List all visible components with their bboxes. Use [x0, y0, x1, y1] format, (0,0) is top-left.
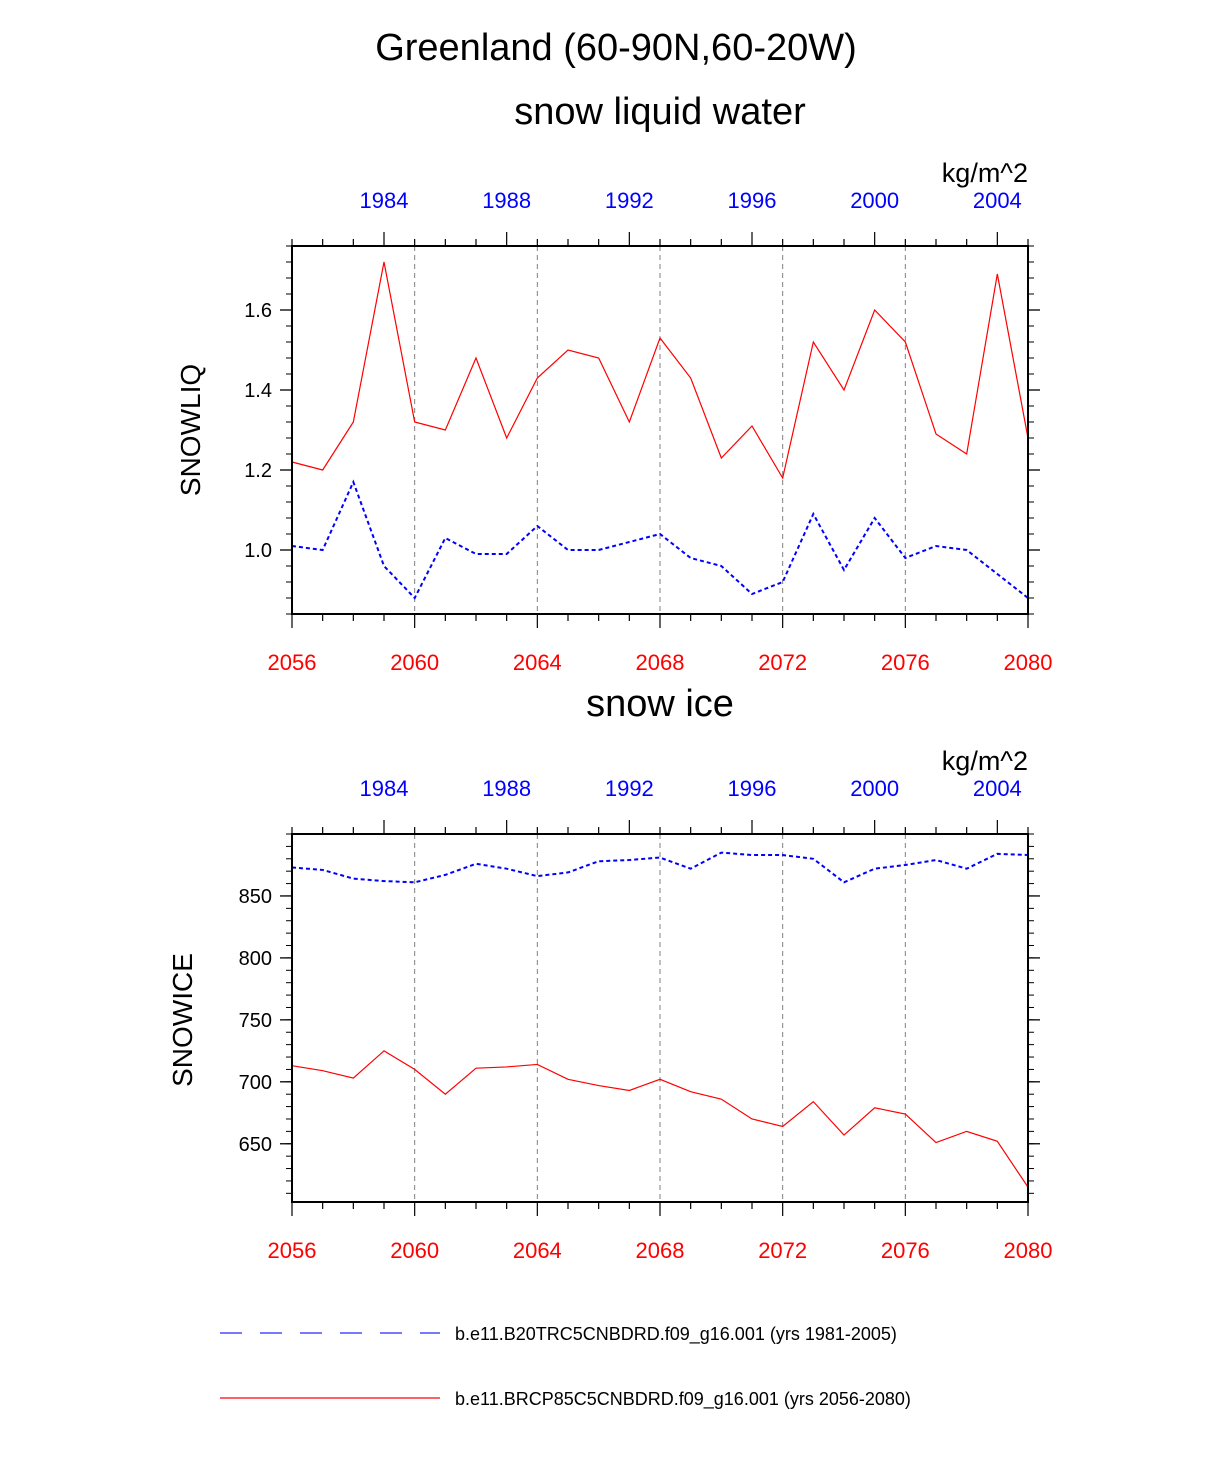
x-top-tick-label: 1984	[360, 776, 409, 801]
main-title: Greenland (60-90N,60-20W)	[375, 27, 857, 69]
x-top-tick-label: 1992	[605, 776, 654, 801]
x-bottom-tick-label: 2064	[513, 650, 562, 675]
y-tick-label: 1.0	[244, 540, 272, 562]
x-bottom-tick-label: 2076	[881, 1238, 930, 1263]
x-bottom-tick-label: 2080	[1004, 1238, 1053, 1263]
x-top-tick-label: 1996	[728, 776, 777, 801]
units-label: kg/m^2	[942, 158, 1028, 188]
series-line-rcp85	[291, 1050, 1029, 1188]
y-tick-label: 1.2	[244, 460, 272, 482]
y-tick-label: 850	[239, 886, 272, 908]
y-tick-label: 800	[239, 948, 272, 970]
x-top-tick-label: 2000	[850, 776, 899, 801]
x-bottom-tick-label: 2060	[390, 650, 439, 675]
plot-frame	[291, 833, 1029, 1203]
x-bottom-tick-label: 2072	[758, 1238, 807, 1263]
y-axis-label: SNOWICE	[167, 953, 198, 1087]
x-bottom-tick-label: 2060	[390, 1238, 439, 1263]
panel-title: snow liquid water	[514, 91, 806, 133]
y-tick-label: 1.6	[244, 300, 272, 322]
plot-frame	[291, 245, 1029, 615]
y-tick-label: 650	[239, 1134, 272, 1156]
x-bottom-tick-label: 2056	[268, 1238, 317, 1263]
y-tick-label: 750	[239, 1010, 272, 1032]
series-line-historical	[291, 851, 1029, 884]
plot-area-snowliq: 1.0 1.2 1.4 1.6 2056 2060 2064 2068 2072 2076 2080…	[244, 188, 1052, 675]
x-bottom-tick-label: 2076	[881, 650, 930, 675]
legend-label-historical: b.e11.B20TRC5CNBDRD.f09_g16.001 (yrs 198…	[455, 1324, 897, 1345]
legend-label-rcp85: b.e11.BRCP85C5CNBDRD.f09_g16.001 (yrs 20…	[455, 1389, 911, 1410]
x-top-tick-label: 1992	[605, 188, 654, 213]
series-line-historical	[291, 479, 1029, 600]
x-bottom-tick-label: 2056	[268, 650, 317, 675]
x-top-tick-label: 1988	[482, 776, 531, 801]
x-top-tick-label: 2004	[973, 188, 1022, 213]
x-top-tick-label: 1996	[728, 188, 777, 213]
x-top-tick-label: 2000	[850, 188, 899, 213]
x-bottom-tick-label: 2072	[758, 650, 807, 675]
series-line-rcp85	[291, 261, 1029, 480]
x-bottom-tick-label: 2068	[636, 650, 685, 675]
units-label: kg/m^2	[942, 746, 1028, 776]
x-bottom-tick-label: 2064	[513, 1238, 562, 1263]
y-tick-label: 1.4	[244, 380, 272, 402]
plot-area-snowice: 650 700 750 800 850 2056 2060 2064 2068 2072 2076 2…	[239, 776, 1053, 1263]
x-top-tick-label: 1984	[360, 188, 409, 213]
x-top-tick-label: 1988	[482, 188, 531, 213]
y-tick-label: 700	[239, 1072, 272, 1094]
legend: b.e11.B20TRC5CNBDRD.f09_g16.001 (yrs 198…	[220, 1324, 911, 1410]
panel-snowice: snow ice kg/m^2 SNOWICE 650 700 750 800 850 2…	[167, 683, 1052, 1263]
x-bottom-tick-label: 2080	[1004, 650, 1053, 675]
panel-snowliq: snow liquid water kg/m^2 SNOWLIQ 1.01.21…	[175, 91, 1052, 675]
x-bottom-tick-label: 2068	[636, 1238, 685, 1263]
panel-title: snow ice	[586, 683, 734, 725]
y-axis-label: SNOWLIQ	[175, 364, 206, 496]
x-top-tick-label: 2004	[973, 776, 1022, 801]
